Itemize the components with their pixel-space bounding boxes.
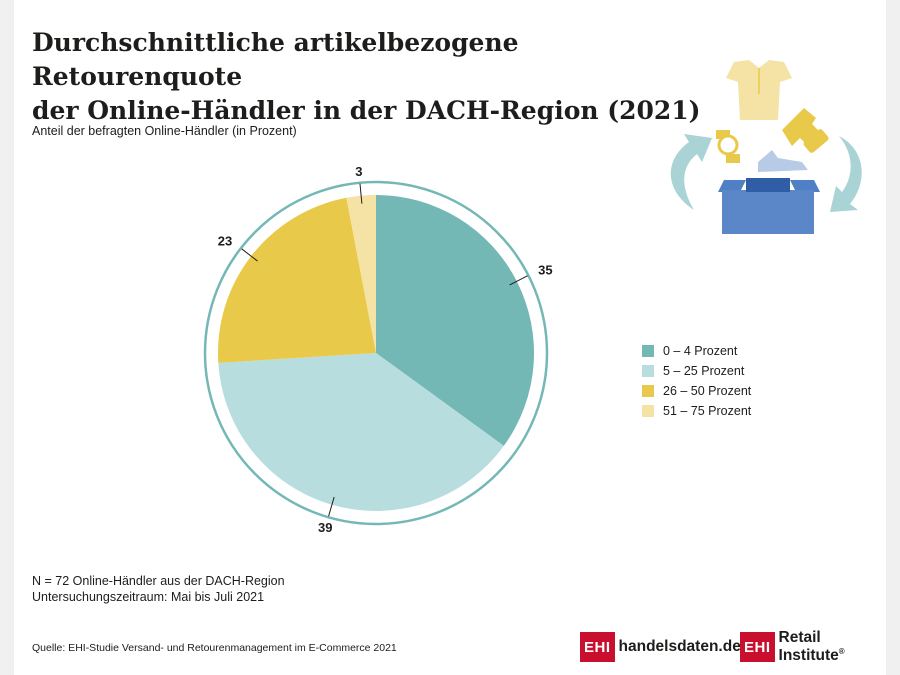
return-arrow-icon <box>830 136 862 212</box>
chart-card: Durchschnittliche artikelbezogene Retour… <box>14 0 886 675</box>
pie-outer-ring <box>203 180 549 526</box>
legend-swatch <box>642 405 654 417</box>
pie-slice <box>218 353 504 511</box>
returns-illustration <box>670 60 862 234</box>
chart-subtitle: Anteil der befragten Online-Händler (in … <box>32 124 297 138</box>
legend-label: 0 – 4 Prozent <box>663 344 738 358</box>
retail-institute-logo-box: EHI <box>740 632 775 662</box>
pie-slice <box>346 195 376 353</box>
box-icon <box>718 180 746 192</box>
chart-notes: N = 72 Online-Händler aus der DACH-Regio… <box>32 573 285 605</box>
retail-institute-logo-text: Retail Institute® <box>779 629 886 665</box>
chart-legend: 0 – 4 Prozent 5 – 25 Prozent 26 – 50 Pro… <box>642 341 751 421</box>
legend-item: 0 – 4 Prozent <box>642 341 751 361</box>
legend-label: 51 – 75 Prozent <box>663 404 752 418</box>
retail-institute-name: Retail Institute <box>778 628 839 665</box>
pie-leader-line <box>328 496 335 517</box>
pie-leader-line <box>241 248 258 262</box>
handelsdaten-logo: EHI handelsdaten.de <box>580 630 741 664</box>
pie-leader-lines <box>241 183 528 517</box>
pie-leader-line <box>359 183 363 204</box>
pie-data-label: 23 <box>218 233 232 248</box>
pie-leader-line <box>509 275 528 286</box>
pie-slices <box>218 195 534 511</box>
legend-item: 5 – 25 Prozent <box>642 361 751 381</box>
sample-size-note: N = 72 Online-Händler aus der DACH-Regio… <box>32 574 285 588</box>
pie-data-label: 39 <box>318 520 332 535</box>
watch-icon <box>717 134 739 156</box>
pie-data-label: 35 <box>538 262 552 277</box>
pie-slice <box>376 195 534 446</box>
return-arrow-icon <box>670 134 712 210</box>
source-note: Quelle: EHI-Studie Versand- und Retouren… <box>32 642 397 654</box>
handelsdaten-logo-text: handelsdaten.de <box>618 638 741 655</box>
legend-label: 5 – 25 Prozent <box>663 364 745 378</box>
legend-swatch <box>642 345 654 357</box>
pie-slice <box>218 197 376 363</box>
legend-swatch <box>642 365 654 377</box>
legend-swatch <box>642 385 654 397</box>
registered-mark: ® <box>838 646 845 656</box>
chart-title: Durchschnittliche artikelbezogene Retour… <box>32 26 732 128</box>
legend-item: 51 – 75 Prozent <box>642 401 751 421</box>
period-note: Untersuchungszeitraum: Mai bis Juli 2021 <box>32 590 265 604</box>
handelsdaten-logo-box: EHI <box>580 632 615 662</box>
title-line-2: der Online-Händler in der DACH-Region (2… <box>32 96 701 125</box>
legend-item: 26 – 50 Prozent <box>642 381 751 401</box>
legend-label: 26 – 50 Prozent <box>663 384 752 398</box>
retail-institute-logo: EHI Retail Institute® <box>740 629 886 665</box>
pie-labels: 35 39 23 3 <box>218 164 553 535</box>
pie-data-label: 3 <box>355 164 362 179</box>
shoe-icon <box>758 150 808 172</box>
title-line-1: Durchschnittliche artikelbezogene Retour… <box>32 28 519 91</box>
pie-chart: 35 39 23 3 <box>203 164 553 535</box>
